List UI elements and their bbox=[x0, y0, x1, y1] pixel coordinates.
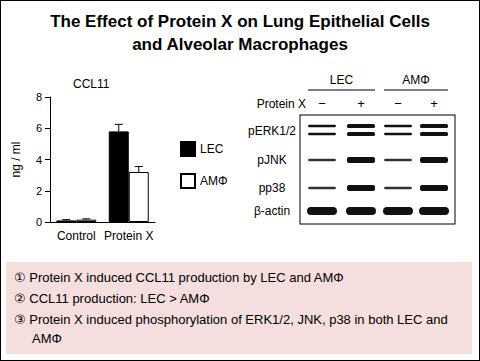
svg-text:−: − bbox=[394, 96, 402, 111]
svg-text:8: 8 bbox=[36, 91, 42, 103]
svg-text:β-actin: β-actin bbox=[254, 204, 290, 218]
svg-text:and Alveolar Macrophages: and Alveolar Macrophages bbox=[132, 35, 348, 54]
svg-text:LEC: LEC bbox=[200, 142, 224, 156]
svg-text:The Effect of Protein X on Lun: The Effect of Protein X on Lung Epitheli… bbox=[50, 12, 430, 31]
html-text:③ Protein X induced phosphoryl: ③ Protein X induced phosphorylation of E… bbox=[14, 312, 448, 346]
svg-text:4: 4 bbox=[36, 154, 42, 166]
svg-text:2: 2 bbox=[36, 185, 42, 197]
svg-text:+: + bbox=[430, 96, 438, 111]
svg-text:ng / ml: ng / ml bbox=[9, 141, 23, 177]
svg-text:0: 0 bbox=[36, 216, 42, 228]
html-text:① Protein X induced CCL11 prod: ① Protein X induced CCL11 production by … bbox=[14, 270, 344, 285]
svg-text:LEC: LEC bbox=[330, 73, 354, 87]
svg-text:AMΦ: AMΦ bbox=[200, 174, 228, 188]
svg-text:AMΦ: AMΦ bbox=[402, 73, 430, 87]
svg-text:CCL11: CCL11 bbox=[73, 77, 110, 91]
html-text:② CCL11 production: LEC > AMΦ: ② CCL11 production: LEC > AMΦ bbox=[14, 291, 210, 306]
svg-text:pJNK: pJNK bbox=[257, 153, 286, 167]
svg-text:6: 6 bbox=[36, 122, 42, 134]
svg-text:−: − bbox=[318, 96, 326, 111]
svg-text:+: + bbox=[357, 96, 365, 111]
svg-text:pp38: pp38 bbox=[259, 181, 286, 195]
svg-text:Protein X: Protein X bbox=[104, 229, 153, 243]
svg-text:Protein X: Protein X bbox=[257, 97, 306, 111]
svg-text:Control: Control bbox=[57, 229, 96, 243]
svg-text:pERK1/2: pERK1/2 bbox=[248, 124, 296, 138]
